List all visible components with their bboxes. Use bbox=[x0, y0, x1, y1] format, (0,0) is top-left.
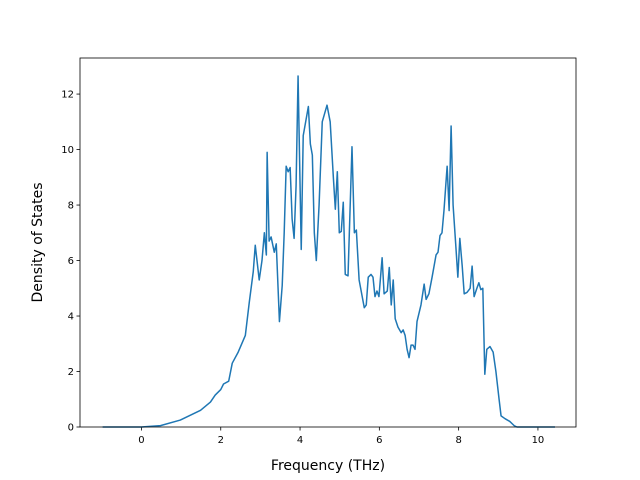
y-axis-label: Density of States bbox=[30, 183, 46, 303]
y-tick-label: 4 bbox=[68, 312, 74, 323]
y-tick-label: 10 bbox=[61, 145, 74, 156]
line-series bbox=[102, 75, 555, 428]
y-tick-label: 12 bbox=[61, 90, 74, 101]
x-tick-label: 0 bbox=[138, 435, 144, 446]
y-tick-label: 8 bbox=[68, 201, 74, 212]
x-axis-label: Frequency (THz) bbox=[271, 458, 385, 474]
x-tick-label: 2 bbox=[218, 435, 224, 446]
plot-frame bbox=[79, 57, 577, 428]
x-tick-label: 4 bbox=[297, 435, 303, 446]
y-tick-label: 6 bbox=[68, 256, 74, 267]
x-tick-label: 8 bbox=[455, 435, 461, 446]
y-tick-label: 2 bbox=[68, 367, 74, 378]
x-tick-label: 10 bbox=[532, 435, 545, 446]
x-tick-label: 6 bbox=[376, 435, 382, 446]
y-tick-label: 0 bbox=[68, 423, 74, 434]
